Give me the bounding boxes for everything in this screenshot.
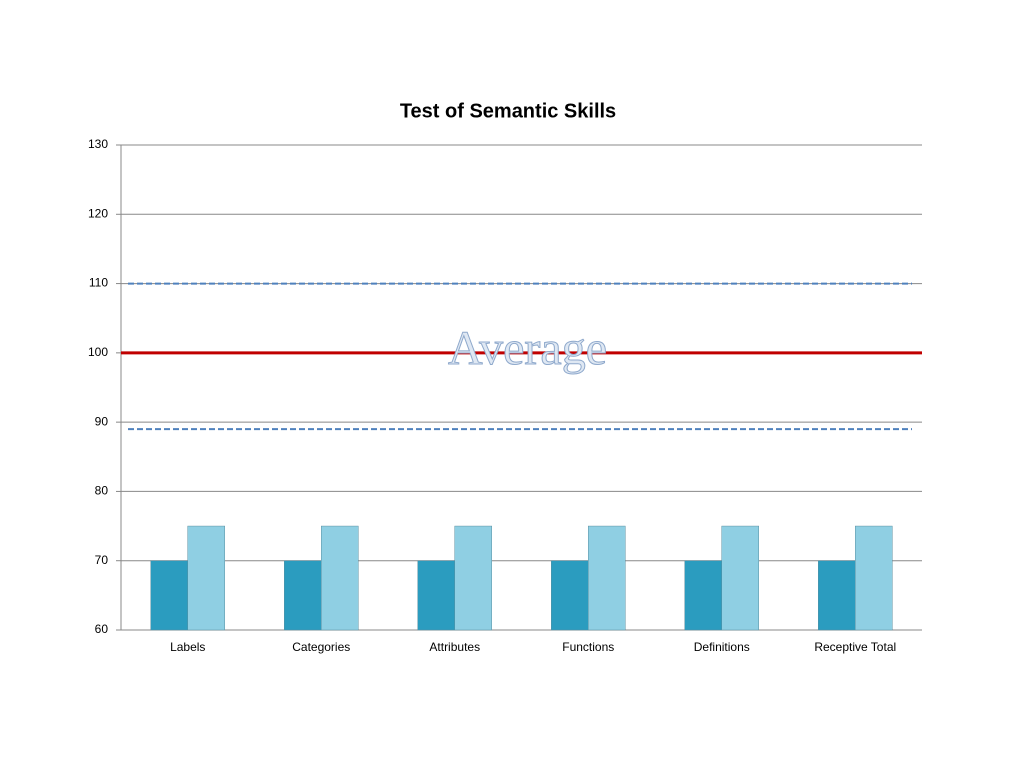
y-tick-label: 90 xyxy=(95,414,109,428)
bar xyxy=(187,525,225,631)
y-tick-label: 100 xyxy=(88,345,108,359)
bar xyxy=(454,525,492,631)
bar xyxy=(321,525,359,631)
bar xyxy=(721,525,759,631)
x-tick-label: Functions xyxy=(562,640,614,654)
bar xyxy=(551,560,589,631)
bar xyxy=(855,525,893,631)
x-tick-label: Definitions xyxy=(694,640,750,654)
y-tick-label: 70 xyxy=(95,553,109,567)
x-tick-label: Attributes xyxy=(429,640,480,654)
bar xyxy=(417,560,455,631)
bar xyxy=(684,560,722,631)
bar xyxy=(588,525,626,631)
y-tick-label: 60 xyxy=(95,622,109,636)
x-tick-label: Labels xyxy=(170,640,205,654)
x-tick-label: Categories xyxy=(292,640,350,654)
y-tick-label: 130 xyxy=(88,137,108,151)
chart-title: Test of Semantic Skills xyxy=(400,100,616,122)
x-tick-label: Receptive Total xyxy=(814,640,896,654)
bar xyxy=(284,560,322,631)
y-tick-label: 120 xyxy=(88,206,108,220)
annotation: Average xyxy=(448,322,607,375)
bar xyxy=(150,560,188,631)
bar xyxy=(818,560,856,631)
y-tick-label: 80 xyxy=(95,484,109,498)
y-tick-label: 110 xyxy=(89,276,108,290)
